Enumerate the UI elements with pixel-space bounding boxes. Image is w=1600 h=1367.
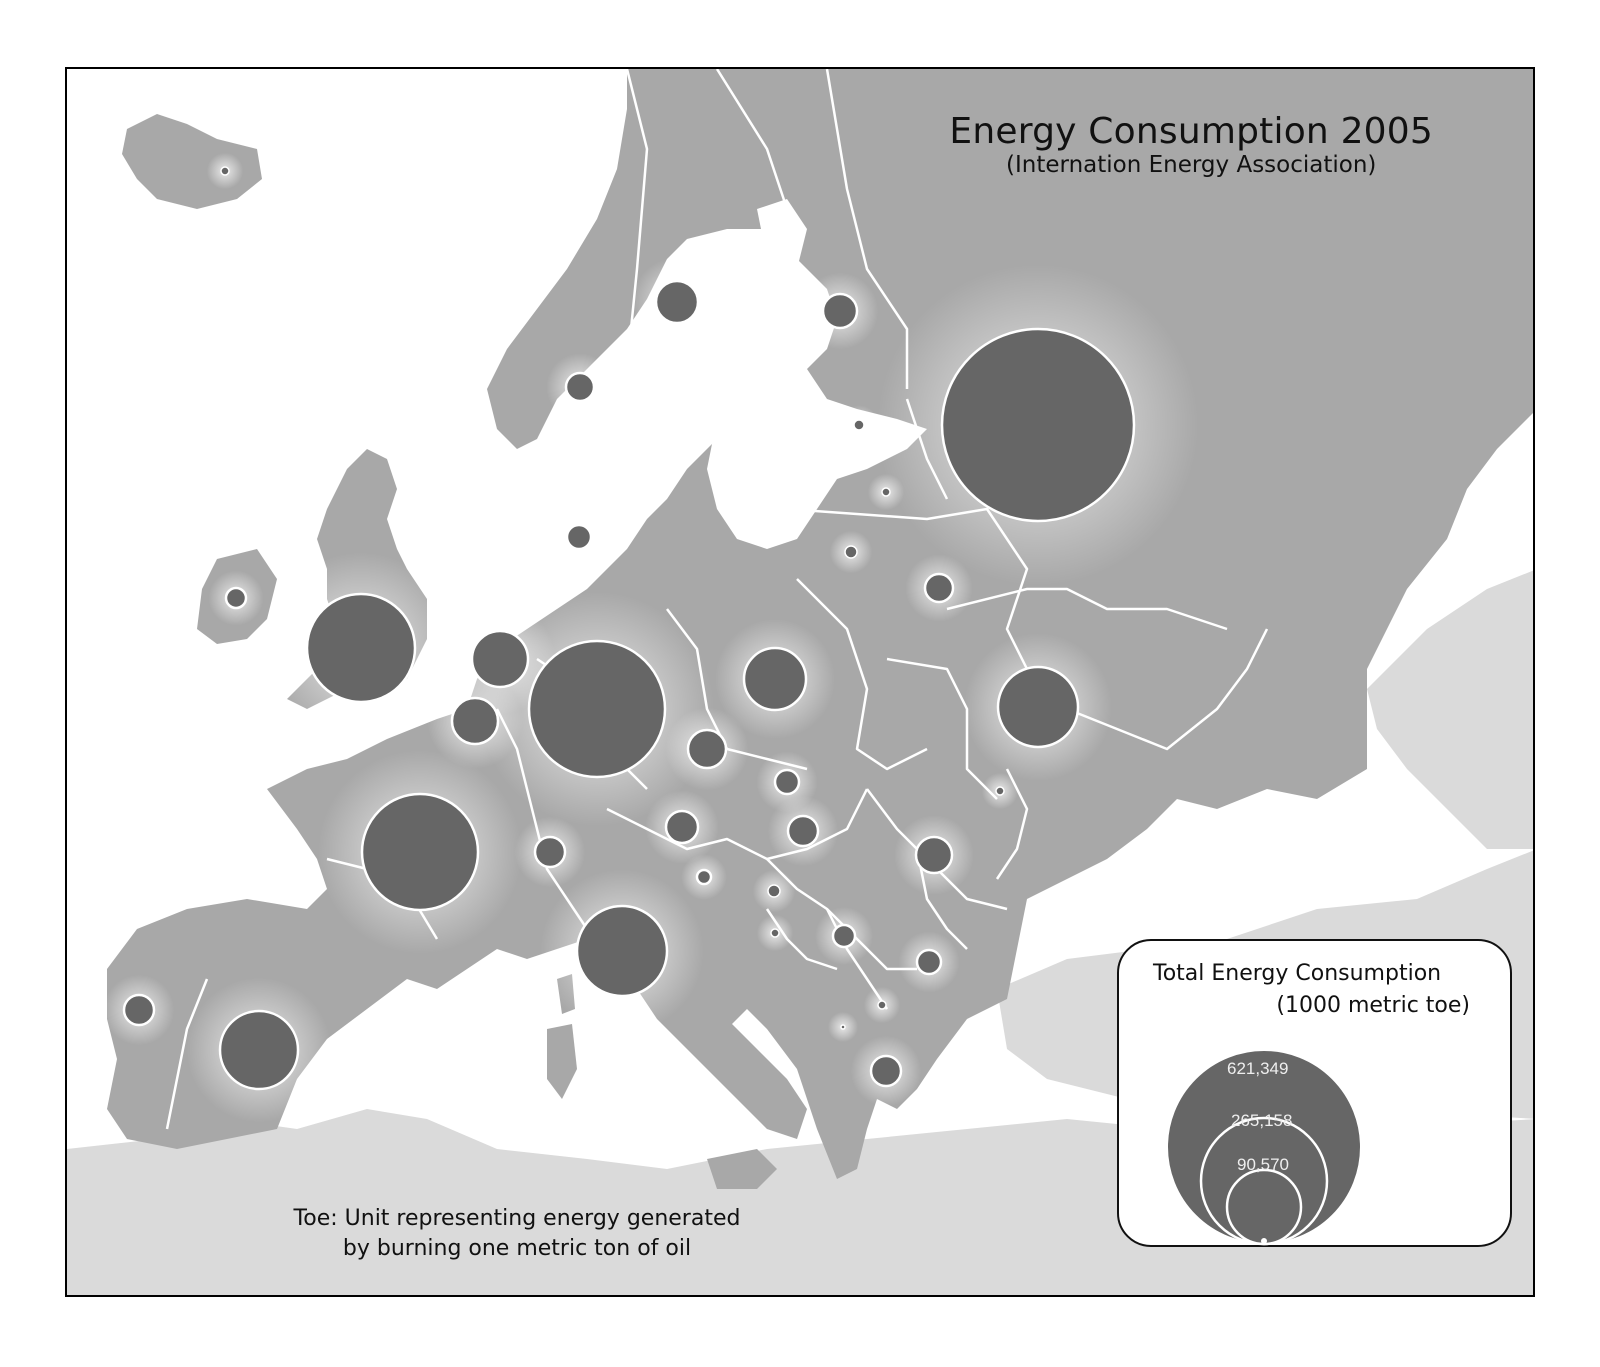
- bubble-austria: [664, 809, 700, 845]
- bubble-latvia: [881, 487, 891, 497]
- bubble-sweden: [654, 279, 700, 325]
- bubble-germany: [527, 639, 667, 779]
- footnote-line-1: Toe: Unit representing energy generated: [293, 1206, 741, 1231]
- europe-map: [67, 69, 1533, 1295]
- bubble-poland: [742, 646, 808, 712]
- bubble-hungary: [786, 814, 820, 848]
- legend-circles: [1166, 1049, 1362, 1246]
- bubble-estonia: [853, 419, 865, 431]
- bubble-ireland: [224, 586, 248, 610]
- bubble-france: [360, 792, 480, 912]
- size-legend: Total Energy Consumption (1000 metric to…: [1117, 939, 1512, 1247]
- land-sardinia: [547, 1024, 577, 1099]
- legend-circle-tiny: [1261, 1238, 1267, 1244]
- bubble-czech: [686, 728, 728, 770]
- bubble-denmark: [565, 523, 593, 551]
- legend-value-small: 90,570: [1237, 1155, 1289, 1174]
- legend-title: Total Energy Consumption: [1153, 961, 1442, 986]
- bubble-slovenia: [695, 868, 713, 886]
- bubble-croatia: [767, 884, 781, 898]
- bubble-ukraine: [996, 665, 1080, 749]
- legend-unit: (1000 metric toe): [1276, 993, 1470, 1018]
- map-frame: Energy Consumption 2005 (Internation Ene…: [65, 67, 1535, 1297]
- bubble-layer: [103, 152, 1199, 1123]
- bubble-belarus: [923, 572, 955, 604]
- bubble-finland: [821, 292, 859, 330]
- bubble-bosnia: [770, 928, 780, 938]
- bubble-italy: [575, 904, 669, 998]
- bubble-russia: [940, 327, 1136, 523]
- legend-value-medium: 265,158: [1231, 1111, 1293, 1130]
- land-sicily: [707, 1149, 777, 1189]
- bubble-spain: [218, 1009, 300, 1091]
- map-title-block: Energy Consumption 2005 (Internation Ene…: [949, 111, 1433, 178]
- bubble-netherlands: [470, 629, 530, 689]
- bubble-belgium: [450, 696, 500, 746]
- bubble-iceland: [220, 166, 230, 176]
- bubble-macedonia: [877, 1000, 887, 1010]
- footnote-line-2: by burning one metric ton of oil: [342, 1236, 692, 1261]
- sea-baltic: [707, 199, 927, 549]
- bubble-norway: [564, 371, 596, 403]
- land-iceland: [122, 114, 262, 209]
- bubble-uk: [305, 592, 417, 704]
- bubble-greece: [869, 1054, 903, 1088]
- bubble-slovakia: [773, 768, 801, 796]
- bubble-albania: [840, 1024, 846, 1030]
- toe-footnote: Toe: Unit representing energy generated …: [267, 1204, 767, 1264]
- legend-value-large: 621,349: [1227, 1059, 1289, 1078]
- bubble-bulgaria: [915, 948, 943, 976]
- bubble-lithuania: [844, 545, 858, 559]
- bubble-moldova: [995, 786, 1005, 796]
- bubble-switzerland: [533, 835, 567, 869]
- land-caucasus: [1367, 570, 1533, 849]
- map-subtitle: (Internation Energy Association): [1006, 152, 1377, 178]
- bubble-romania: [914, 835, 954, 875]
- bubble-portugal: [122, 993, 156, 1027]
- legend-circle-small: [1225, 1168, 1303, 1246]
- bubble-serbia: [831, 923, 857, 949]
- map-title: Energy Consumption 2005: [949, 111, 1433, 152]
